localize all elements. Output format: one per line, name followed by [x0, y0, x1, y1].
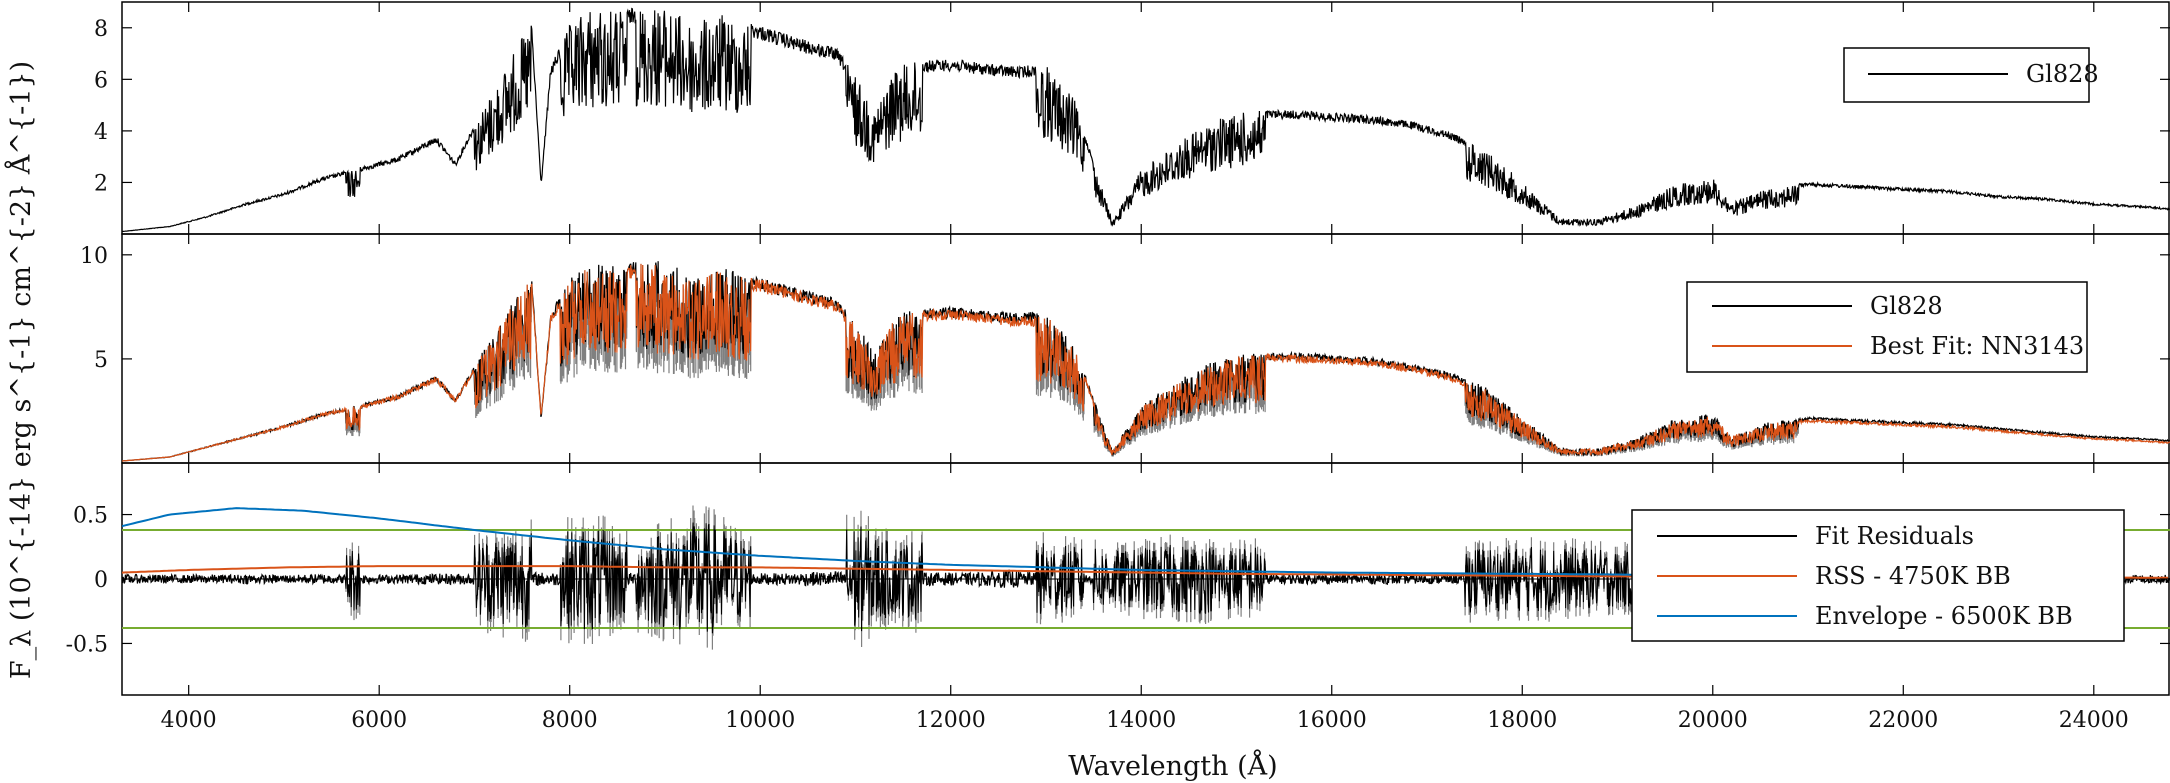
panel-frame-top	[121, 1, 2170, 235]
tick-layer: 2 4 6 8 5 10 -0.5 0 0.5 4000 6000 8000 10000 12000 140…	[66, 2, 2170, 733]
ytick-label-bottom-2: 0.5	[73, 504, 108, 529]
xtick-label-2: 8000	[542, 708, 598, 733]
xtick-label-7: 18000	[1487, 708, 1557, 733]
xtick-label-4: 12000	[916, 708, 986, 733]
panel-series-bottom	[122, 507, 2170, 634]
legend-bottom-label-2: Envelope - 6500K BB	[1815, 602, 2073, 630]
legend-middle: Gl828 Best Fit: NN3143	[1686, 281, 2088, 373]
series-layer	[122, 7, 2170, 634]
ytick-label-top-0: 2	[94, 171, 108, 196]
panel-series-top	[122, 7, 2170, 233]
y-axis-title: F_λ (10^{-14} erg s^{-1} cm^{-2} Å^{-1})	[4, 61, 37, 679]
series-bottom-2	[122, 507, 1666, 577]
ytick-label-middle-1: 10	[80, 244, 108, 269]
legend-bottom: Fit Residuals RSS - 4750K BB Envelope - …	[1631, 509, 2125, 642]
xtick-label-1: 6000	[351, 708, 407, 733]
panel-series-middle	[122, 261, 2170, 462]
legend-bottom-label-1: RSS - 4750K BB	[1815, 562, 2011, 590]
legend-middle-box	[1686, 281, 2088, 373]
xtick-label-8: 20000	[1678, 708, 1748, 733]
ytick-label-top-2: 6	[94, 68, 108, 93]
legend-top: Gl828	[1843, 47, 2099, 103]
legend-top-label-0: Gl828	[2026, 60, 2099, 88]
xtick-label-5: 14000	[1106, 708, 1176, 733]
legend-middle-label-0: Gl828	[1870, 292, 1943, 320]
xtick-label-3: 10000	[725, 708, 795, 733]
ytick-label-bottom-1: 0	[94, 568, 108, 593]
xtick-label-9: 22000	[1868, 708, 1938, 733]
series-top-0	[122, 7, 2170, 233]
xtick-label-6: 16000	[1297, 708, 1367, 733]
xtick-label-0: 4000	[161, 708, 217, 733]
xtick-label-10: 24000	[2059, 708, 2129, 733]
ytick-label-top-1: 4	[94, 120, 108, 145]
ytick-label-bottom-0: -0.5	[66, 632, 108, 657]
ytick-label-middle-0: 5	[94, 348, 108, 373]
legend-middle-label-1: Best Fit: NN3143	[1870, 332, 2084, 360]
x-axis-title: Wavelength (Å)	[1068, 749, 1277, 782]
series-middle-1	[122, 263, 2170, 462]
legend-bottom-label-0: Fit Residuals	[1815, 522, 1974, 550]
ytick-label-top-3: 8	[94, 17, 108, 42]
